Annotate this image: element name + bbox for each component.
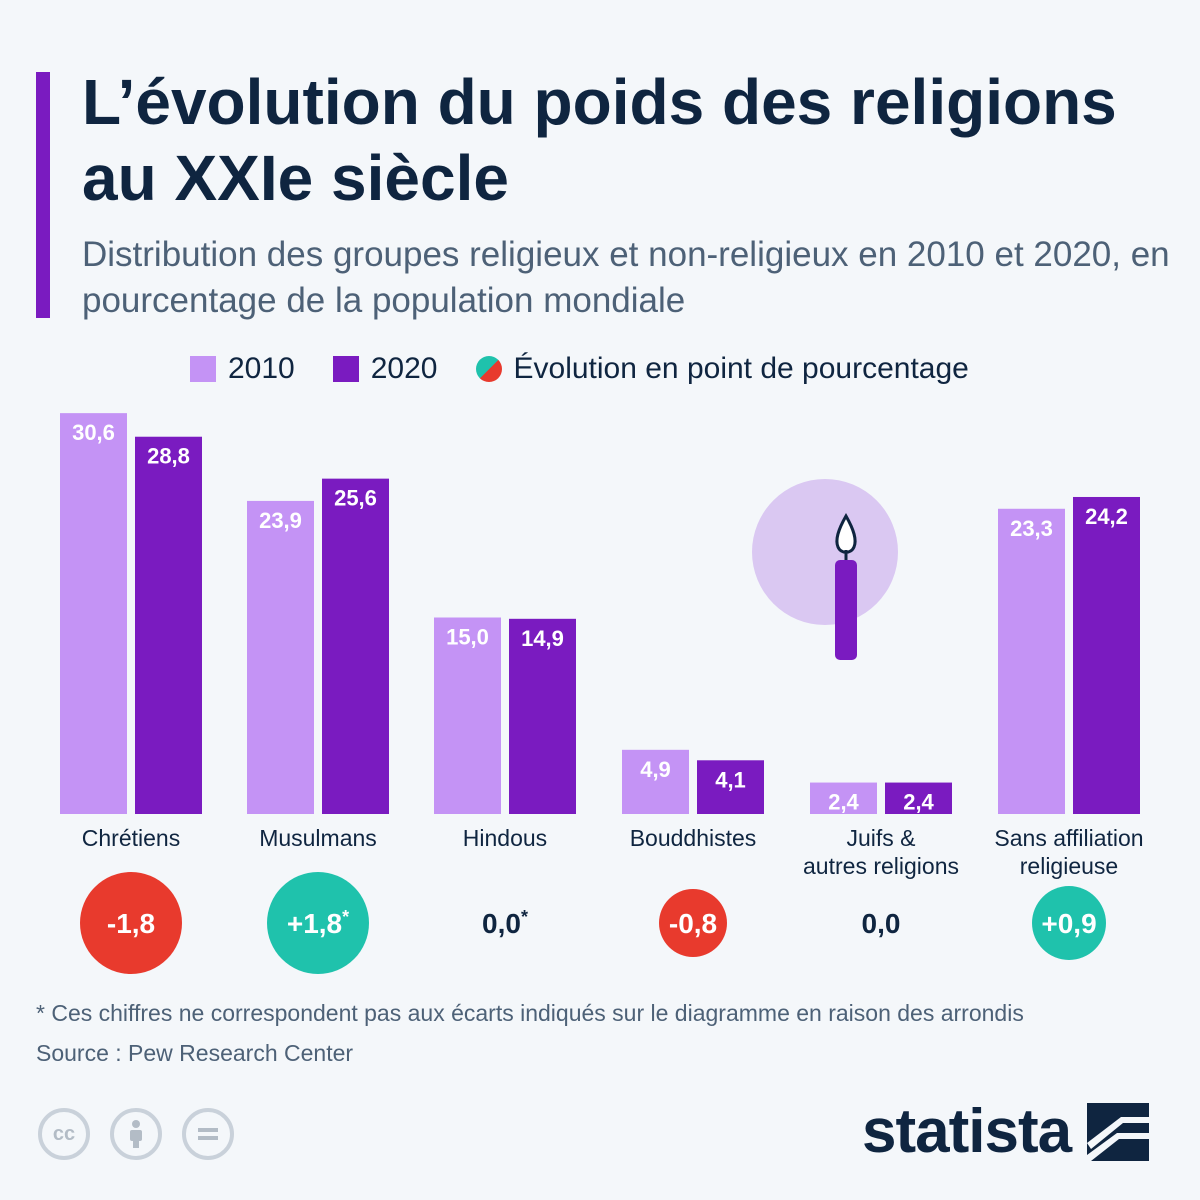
- no-derivatives-icon[interactable]: [182, 1108, 234, 1160]
- license-icons: cc: [38, 1108, 254, 1160]
- bar-2010-5: [998, 508, 1065, 814]
- asterisk-mark: *: [342, 907, 349, 927]
- change-circle-5: [1032, 886, 1106, 960]
- attribution-icon[interactable]: [110, 1108, 162, 1160]
- bar-2010-0: [60, 413, 127, 814]
- bar-value-label: 15,0: [446, 625, 489, 650]
- bar-2010-2: [434, 617, 501, 814]
- legend-item-2010: 2010: [190, 352, 295, 386]
- creative-commons-icon[interactable]: cc: [38, 1108, 90, 1160]
- bar-value-label: 14,9: [521, 626, 564, 651]
- bar-value-label: 2,4: [828, 790, 859, 815]
- legend-swatch-2020: [332, 356, 359, 382]
- category-label: Hindous: [463, 825, 547, 851]
- change-label: 0,0*: [482, 907, 528, 939]
- category-label: autres religions: [803, 853, 959, 879]
- legend-change-dot: [475, 356, 502, 382]
- legend-swatch-2010: [190, 356, 216, 382]
- bar-2020-3: [697, 760, 764, 814]
- bar-value-label: 24,2: [1085, 504, 1128, 529]
- statista-logo[interactable]: statista: [862, 1096, 1150, 1167]
- bar-value-label: 23,3: [1010, 516, 1053, 541]
- bar-2010-4: [810, 782, 877, 814]
- bar-2020-2: [509, 618, 576, 814]
- statista-logo-icon: [1087, 1102, 1150, 1161]
- legend-item-2020: 2020: [332, 352, 438, 386]
- bar-2020-1: [322, 478, 389, 814]
- change-label: +1,8*: [287, 907, 349, 939]
- bar-value-label: 28,8: [147, 444, 190, 469]
- equals-glyph: [198, 1128, 218, 1140]
- person-glyph: [130, 1120, 142, 1148]
- legend-label-2010: 2010: [228, 352, 295, 385]
- legend-item-change: Évolution en point de pourcentage: [475, 352, 969, 386]
- category-label: Sans affiliation: [994, 825, 1143, 851]
- bar-value-label: 25,6: [334, 486, 377, 511]
- candle-illustration: [752, 479, 898, 660]
- category-label: religieuse: [1020, 853, 1118, 879]
- change-label: 0,0: [862, 908, 901, 939]
- source-note: Source : Pew Research Center: [36, 1040, 354, 1066]
- asterisk-mark: *: [521, 907, 528, 927]
- chart-subtitle: Distribution des groupes religieux et no…: [82, 235, 1170, 320]
- change-circle-3: [659, 889, 727, 957]
- bar-2010-1: [247, 500, 314, 814]
- candle-halo: [752, 479, 898, 625]
- category-label: Juifs &: [846, 825, 915, 851]
- change-circle-0: [80, 872, 182, 974]
- title-accent-bar: [36, 72, 50, 318]
- bar-2020-0: [135, 436, 202, 814]
- bar-value-label: 2,4: [903, 790, 934, 815]
- footnote: * Ces chiffres ne correspondent pas aux …: [36, 1000, 1024, 1026]
- change-circle-1: [267, 872, 369, 974]
- bar-value-label: 23,9: [259, 508, 302, 533]
- bar-value-label: 4,1: [715, 767, 746, 792]
- candle-body: [835, 560, 857, 660]
- statista-wordmark: statista: [862, 1097, 1072, 1166]
- legend-label-change: Évolution en point de pourcentage: [513, 352, 969, 385]
- bar-value-label: 30,6: [72, 420, 115, 445]
- category-label: Bouddhistes: [630, 825, 757, 851]
- legend: 2010 2020 Évolution en point de pourcent…: [190, 348, 1007, 390]
- category-label: Musulmans: [259, 825, 377, 851]
- change-label: -1,8: [107, 908, 155, 939]
- bar-2020-5: [1073, 496, 1140, 814]
- bar-chart: 30,6 28,8 23,9 25,6 15,0 14,9 4,9 4,1 2,4 2,4 23,3…: [60, 413, 1144, 974]
- legend-label-2020: 2020: [370, 352, 438, 385]
- category-label: Chrétiens: [82, 825, 180, 851]
- bar-value-label: 4,9: [640, 757, 671, 782]
- change-label: -0,8: [669, 908, 717, 939]
- chart-title: L’évolution du poids des religions au XX…: [82, 66, 1117, 214]
- bar-2010-3: [622, 749, 689, 814]
- change-label: +0,9: [1041, 908, 1096, 939]
- bar-2020-4: [885, 782, 952, 814]
